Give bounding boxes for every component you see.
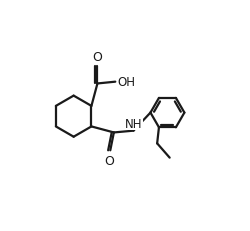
Text: O: O	[92, 51, 102, 64]
Text: NH: NH	[125, 117, 142, 130]
Text: OH: OH	[117, 76, 135, 89]
Text: O: O	[104, 154, 114, 167]
